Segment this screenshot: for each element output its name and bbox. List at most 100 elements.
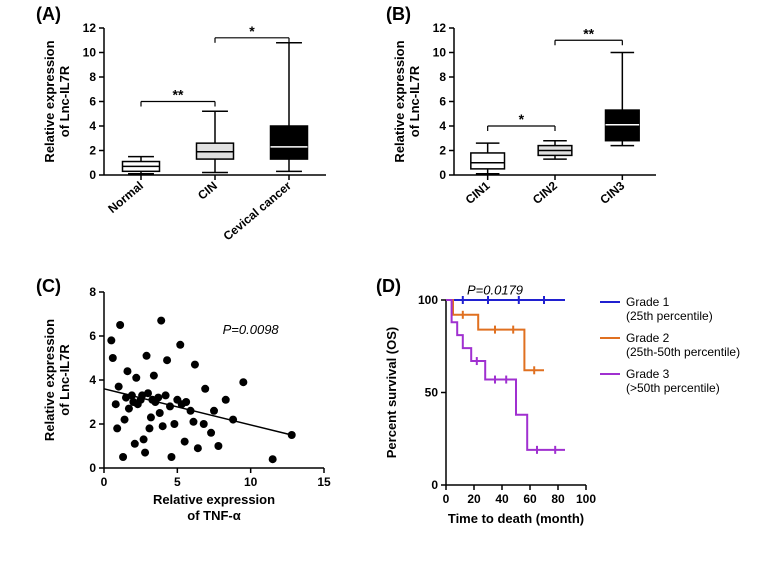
y-tick-label: 8	[89, 285, 96, 299]
y-tick-label: 0	[89, 168, 96, 182]
y-axis-label: Relative expression	[42, 319, 57, 441]
x-tick-label: 10	[244, 475, 258, 489]
y-axis-label: Relative expression	[392, 40, 407, 162]
y-tick-label: 50	[425, 386, 439, 400]
p-value-text: P=0.0179	[467, 282, 523, 297]
y-tick-label: 4	[89, 119, 96, 133]
x-tick-label: Normal	[105, 179, 146, 216]
y-tick-label: 10	[433, 46, 447, 60]
scatter-point	[140, 435, 148, 443]
significance-label: **	[583, 25, 594, 41]
x-tick-label: CIN1	[463, 178, 493, 207]
legend-label: Grade 2	[626, 331, 670, 345]
scatter-point	[131, 440, 139, 448]
y-axis-label: of Lnc-IL7R	[407, 65, 422, 137]
scatter-point	[115, 383, 123, 391]
x-tick-label: CIN2	[530, 178, 560, 207]
x-tick-label: 5	[174, 475, 181, 489]
x-tick-label: 100	[576, 492, 596, 506]
panel-label: (C)	[36, 276, 61, 297]
scatter-point	[123, 367, 131, 375]
x-tick-label: 40	[495, 492, 509, 506]
y-tick-label: 2	[89, 417, 96, 431]
legend-label: Grade 3	[626, 367, 670, 381]
p-value-text: P=0.0098	[223, 322, 280, 337]
survival-chart: 050100020406080100Percent survival (OS)T…	[376, 280, 766, 540]
scatter-point	[182, 398, 190, 406]
scatter-point	[181, 438, 189, 446]
panel-b: (B)024681012Relative expressionof Lnc-IL…	[386, 10, 666, 260]
y-tick-label: 0	[89, 461, 96, 475]
scatter-point	[119, 453, 127, 461]
panel-label: (D)	[376, 276, 401, 297]
scatter-point	[269, 455, 277, 463]
panel-label: (A)	[36, 4, 61, 25]
x-tick-label: CIN	[195, 179, 220, 203]
scatter-point	[109, 354, 117, 362]
y-tick-label: 0	[439, 168, 446, 182]
scatter-point	[222, 396, 230, 404]
significance-label: **	[173, 87, 184, 103]
y-tick-label: 6	[89, 95, 96, 109]
scatter-point	[159, 422, 167, 430]
scatter-point	[214, 442, 222, 450]
panel-a: (A)024681012Relative expressionof Lnc-IL…	[36, 10, 336, 260]
scatter-point	[200, 420, 208, 428]
legend-label: Grade 1	[626, 295, 670, 309]
y-tick-label: 8	[89, 70, 96, 84]
scatter-point	[189, 418, 197, 426]
panel-d: (D)050100020406080100Percent survival (O…	[376, 280, 766, 540]
x-axis-label: Relative expression	[153, 492, 275, 507]
boxplot-chart: 024681012Relative expressionof Lnc-IL7RC…	[386, 10, 666, 260]
scatter-point	[132, 374, 140, 382]
box	[271, 126, 308, 159]
scatter-point	[125, 405, 133, 413]
scatter-point	[239, 378, 247, 386]
scatter-point	[107, 336, 115, 344]
significance-label: *	[519, 111, 525, 127]
scatter-point	[143, 352, 151, 360]
scatter-point	[176, 341, 184, 349]
x-tick-label: Cevical cancer	[221, 178, 295, 243]
scatter-point	[147, 413, 155, 421]
y-axis-label: Percent survival (OS)	[384, 327, 399, 459]
survival-line	[446, 300, 565, 450]
y-tick-label: 12	[433, 21, 447, 35]
panel-c: (C)02468051015Relative expressionof Lnc-…	[36, 280, 336, 540]
x-tick-label: 80	[551, 492, 565, 506]
scatter-point	[144, 389, 152, 397]
x-tick-label: 15	[317, 475, 331, 489]
scatter-point	[121, 416, 129, 424]
panel-label: (B)	[386, 4, 411, 25]
scatter-point	[150, 372, 158, 380]
y-tick-label: 4	[89, 373, 96, 387]
scatter-point	[116, 321, 124, 329]
scatter-point	[210, 407, 218, 415]
y-tick-label: 6	[89, 329, 96, 343]
scatter-point	[156, 409, 164, 417]
scatter-point	[141, 449, 149, 457]
scatter-point	[154, 394, 162, 402]
y-axis-label: of Lnc-IL7R	[57, 65, 72, 137]
scatter-point	[191, 361, 199, 369]
scatter-chart: 02468051015Relative expressionof Lnc-IL7…	[36, 280, 336, 540]
x-tick-label: 60	[523, 492, 537, 506]
scatter-point	[170, 420, 178, 428]
y-tick-label: 0	[431, 478, 438, 492]
y-tick-label: 10	[83, 46, 97, 60]
y-tick-label: 100	[418, 293, 438, 307]
x-axis-label: Time to death (month)	[448, 511, 584, 526]
x-tick-label: CIN3	[597, 178, 627, 207]
y-axis-label: of Lnc-IL7R	[57, 344, 72, 416]
scatter-point	[112, 400, 120, 408]
scatter-point	[207, 429, 215, 437]
y-tick-label: 12	[83, 21, 97, 35]
scatter-point	[157, 317, 165, 325]
y-tick-label: 8	[439, 70, 446, 84]
box	[471, 153, 505, 169]
y-tick-label: 2	[439, 144, 446, 158]
y-tick-label: 4	[439, 119, 446, 133]
significance-label: *	[249, 23, 255, 39]
y-axis-label: Relative expression	[42, 40, 57, 162]
scatter-point	[145, 424, 153, 432]
